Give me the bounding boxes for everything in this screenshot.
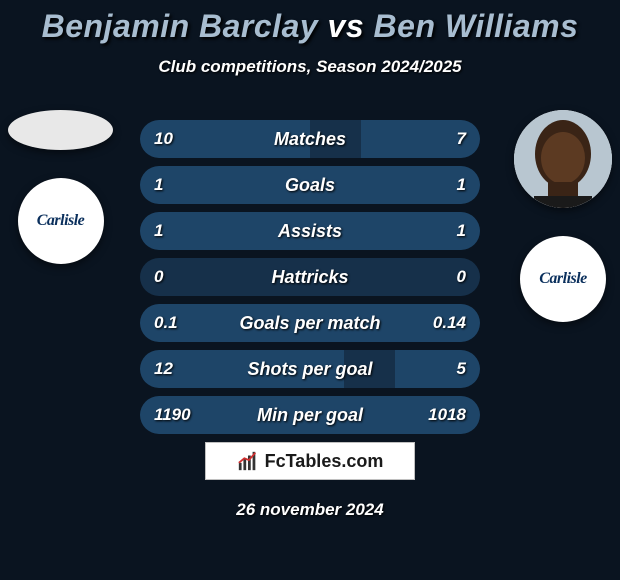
chart-icon (237, 450, 259, 472)
player1-name: Benjamin Barclay (42, 8, 319, 44)
left-column: Carlisle (8, 110, 113, 264)
stat-right-value: 0.14 (426, 313, 466, 333)
stat-right-value: 1018 (426, 405, 466, 425)
player1-club-label: Carlisle (37, 212, 85, 230)
subtitle: Club competitions, Season 2024/2025 (0, 57, 620, 77)
player2-name: Ben Williams (374, 8, 579, 44)
stat-right-value: 1 (426, 221, 466, 241)
vs-text: vs (328, 8, 374, 44)
stat-right-value: 0 (426, 267, 466, 287)
stat-right-value: 7 (426, 129, 466, 149)
player2-face-icon (514, 110, 612, 208)
branding-badge: FcTables.com (205, 442, 415, 480)
page-title: Benjamin Barclay vs Ben Williams (0, 0, 620, 45)
stat-right-value: 5 (426, 359, 466, 379)
stat-right-value: 1 (426, 175, 466, 195)
player1-club-badge: Carlisle (18, 178, 104, 264)
stat-row: 12Shots per goal5 (140, 350, 480, 388)
stat-row: 1190Min per goal1018 (140, 396, 480, 434)
player2-club-badge: Carlisle (520, 236, 606, 322)
stat-row: 10Matches7 (140, 120, 480, 158)
stats-table: 10Matches7 1Goals1 1Assists1 0Hattricks0 0.1… (140, 120, 480, 434)
stat-row: 1Goals1 (140, 166, 480, 204)
stat-row: 1Assists1 (140, 212, 480, 250)
player2-club-label: Carlisle (539, 270, 587, 288)
date-text: 26 november 2024 (0, 500, 620, 520)
player1-avatar (8, 110, 113, 150)
stat-row: 0Hattricks0 (140, 258, 480, 296)
stat-row: 0.1Goals per match0.14 (140, 304, 480, 342)
player2-avatar (514, 110, 612, 208)
branding-text: FcTables.com (265, 451, 384, 472)
right-column: Carlisle (514, 110, 612, 322)
